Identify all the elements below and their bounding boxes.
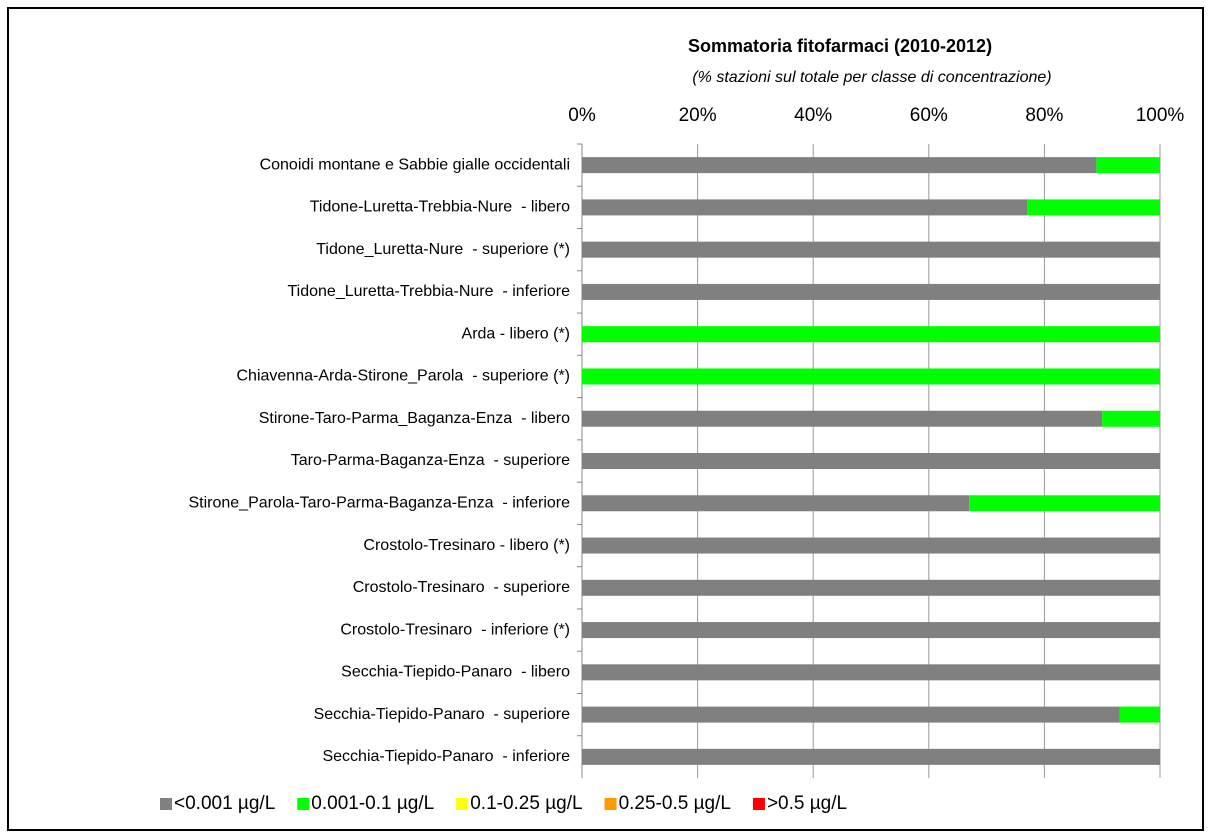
legend-swatch	[160, 798, 172, 810]
x-tick-label: 100%	[1136, 105, 1185, 126]
y-tick-label: Taro-Parma-Baganza-Enza - superiore	[291, 452, 570, 469]
y-tick-label: Secchia-Tiepido-Panaro - superiore	[314, 706, 571, 723]
chart-subtitle: (% stazioni sul totale per classe di con…	[692, 69, 1051, 86]
chart-title: Sommatoria fitofarmaci (2010-2012)	[688, 36, 992, 56]
bar-segment	[582, 199, 1028, 216]
legend-swatch	[297, 798, 310, 810]
y-tick-label: Tidone_Luretta-Trebbia-Nure - inferiore	[288, 283, 571, 300]
bar-segment	[1096, 157, 1160, 174]
y-tick-label: Chiavenna-Arda-Stirone_Parola - superior…	[237, 368, 571, 385]
bar-segment	[582, 157, 1097, 174]
bar-segment	[582, 537, 1160, 554]
legend-swatch	[604, 798, 617, 810]
bar-segment	[582, 326, 1160, 343]
y-tick-label: Crostolo-Tresinaro - inferiore (*)	[340, 621, 570, 638]
y-tick-label: Crostolo-Tresinaro - libero (*)	[363, 537, 570, 554]
y-tick-label: Secchia-Tiepido-Panaro - inferiore	[322, 748, 570, 765]
x-tick-label: 80%	[1025, 105, 1063, 126]
bar-segment	[582, 579, 1160, 596]
bar-segment	[582, 664, 1160, 681]
y-tick-label: Tidone-Luretta-Trebbia-Nure - libero	[310, 199, 570, 216]
bar-segment	[1102, 410, 1160, 427]
bar-segment	[582, 368, 1160, 385]
y-tick-label: Crostolo-Tresinaro - superiore	[353, 579, 570, 596]
legend-label: <0.001 µg/L	[174, 793, 275, 814]
x-tick-label: 20%	[679, 105, 717, 126]
bar-segment	[582, 241, 1160, 258]
legend-swatch	[456, 798, 469, 810]
bar-segment	[582, 410, 1103, 427]
bar-segment	[1027, 199, 1160, 216]
legend-label: 0.001-0.1 µg/L	[311, 793, 434, 814]
legend-label: >0.5 µg/L	[767, 793, 847, 814]
bar-segment	[969, 495, 1160, 512]
y-tick-label: Secchia-Tiepido-Panaro - libero	[341, 664, 570, 681]
x-tick-label: 60%	[910, 105, 948, 126]
y-tick-label: Conoidi montane e Sabbie gialle occident…	[260, 156, 570, 173]
y-tick-label: Arda - libero (*)	[462, 325, 570, 342]
x-tick-label: 40%	[794, 105, 832, 126]
bar-segment	[582, 495, 970, 512]
bar-segment	[582, 453, 1160, 469]
bar-segment	[582, 706, 1120, 723]
bar-segment	[1119, 706, 1160, 723]
bar-segment	[582, 622, 1160, 639]
y-tick-label: Stirone-Taro-Parma_Baganza-Enza - libero	[259, 410, 570, 427]
bar-segment	[582, 748, 1160, 765]
bar-segment	[582, 283, 1160, 300]
y-tick-label: Stirone_Parola-Taro-Parma-Baganza-Enza -…	[188, 494, 570, 511]
legend-label: 0.25-0.5 µg/L	[619, 793, 731, 814]
y-tick-label: Tidone_Luretta-Nure - superiore (*)	[316, 241, 570, 258]
legend-label: 0.1-0.25 µg/L	[470, 793, 582, 814]
legend-swatch	[752, 798, 765, 810]
x-tick-label: 0%	[568, 105, 596, 126]
